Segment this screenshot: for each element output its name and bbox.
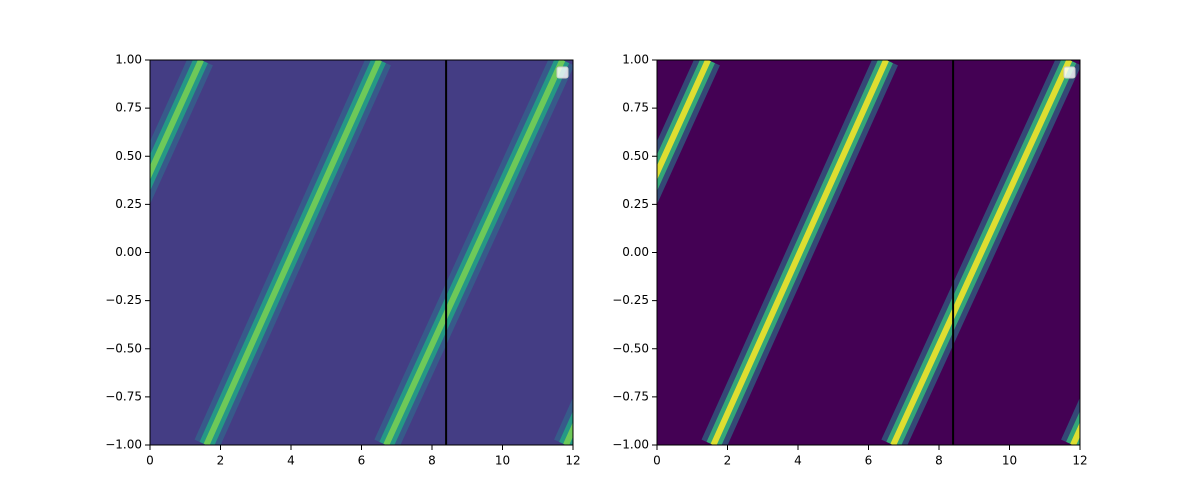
x-tick-label: 8: [935, 454, 943, 468]
y-tick-label: 0.00: [115, 245, 142, 259]
y-tick-label: 1.00: [115, 53, 142, 67]
heatmap-band: [194, 60, 391, 445]
x-tick-label: 2: [217, 454, 225, 468]
y-tick-label: 0.50: [622, 149, 649, 163]
x-tick-label: 4: [794, 454, 802, 468]
y-tick-label: −0.75: [105, 389, 142, 403]
y-tick-label: −1.00: [612, 438, 649, 452]
y-tick-label: −0.50: [105, 341, 142, 355]
y-tick-label: −0.75: [612, 389, 649, 403]
panel: [657, 60, 1080, 445]
y-tick-label: 0.00: [622, 245, 649, 259]
y-tick-label: 0.25: [115, 197, 142, 211]
x-tick-label: 4: [287, 454, 295, 468]
y-tick-label: −0.50: [612, 341, 649, 355]
x-tick-label: 2: [724, 454, 732, 468]
x-tick-label: 6: [358, 454, 366, 468]
x-tick-label: 8: [428, 454, 436, 468]
heatmap-band: [701, 60, 898, 445]
y-tick-label: 0.25: [622, 197, 649, 211]
legend: [556, 66, 569, 79]
heatmap-band: [150, 60, 213, 205]
y-tick-label: −0.25: [612, 293, 649, 307]
x-tick-label: 6: [865, 454, 873, 468]
x-tick-label: 12: [1072, 454, 1087, 468]
y-tick-label: 0.50: [115, 149, 142, 163]
heatmap-band: [881, 60, 1080, 445]
legend: [1063, 66, 1076, 79]
y-tick-label: 0.75: [115, 101, 142, 115]
x-tick-label: 10: [495, 454, 510, 468]
y-tick-label: 0.75: [622, 101, 649, 115]
heatmap-band: [374, 60, 573, 445]
y-tick-label: −1.00: [105, 438, 142, 452]
heatmap-band: [1061, 397, 1080, 445]
x-tick-label: 10: [1002, 454, 1017, 468]
x-tick-label: 0: [146, 454, 154, 468]
x-tick-label: 12: [565, 454, 580, 468]
panel: [150, 60, 573, 445]
y-tick-label: 1.00: [622, 53, 649, 67]
y-tick-label: −0.25: [105, 293, 142, 307]
heatmap-band: [657, 60, 720, 205]
x-tick-label: 0: [653, 454, 661, 468]
